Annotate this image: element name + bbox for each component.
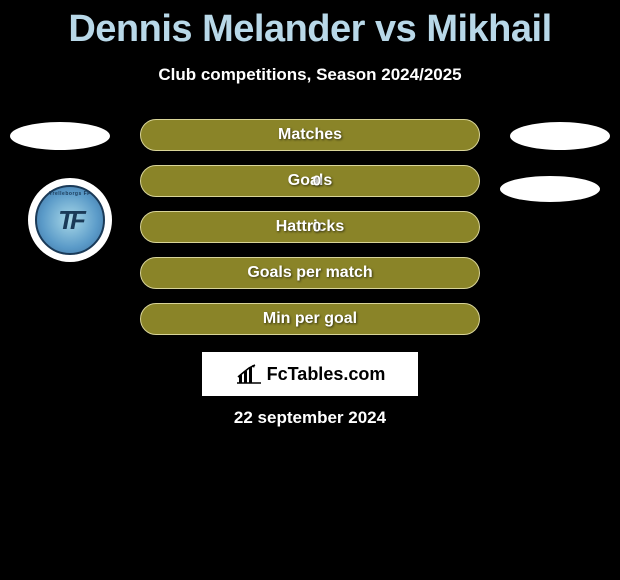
stat-bar: Goals per match: [140, 257, 480, 289]
stat-row-goals: Goals 0: [0, 165, 620, 199]
stats-list: Matches Goals 0 Hattricks 0 Goals per ma…: [0, 119, 620, 337]
stat-row-matches: Matches: [0, 119, 620, 153]
stat-value-right: 0: [313, 219, 321, 236]
watermark: FcTables.com: [202, 352, 418, 396]
stat-label: Min per goal: [263, 310, 357, 328]
stat-value-right: 0: [313, 173, 321, 190]
stat-bar: Min per goal: [140, 303, 480, 335]
date-text: 22 september 2024: [0, 408, 620, 428]
watermark-text: FcTables.com: [267, 364, 386, 385]
stat-label: Hattricks: [276, 218, 344, 236]
stat-bar: Hattricks 0: [140, 211, 480, 243]
stat-label: Goals per match: [247, 264, 372, 282]
stat-row-min-per-goal: Min per goal: [0, 303, 620, 337]
stat-bar: Matches: [140, 119, 480, 151]
chart-icon: [235, 363, 263, 385]
stat-label: Matches: [278, 126, 342, 144]
stat-row-hattricks: Hattricks 0: [0, 211, 620, 245]
subtitle: Club competitions, Season 2024/2025: [0, 65, 620, 85]
stat-bar: Goals 0: [140, 165, 480, 197]
stat-row-goals-per-match: Goals per match: [0, 257, 620, 291]
comparison-card: Dennis Melander vs Mikhail Club competit…: [0, 0, 620, 580]
stat-label: Goals: [288, 172, 332, 190]
page-title: Dennis Melander vs Mikhail: [0, 0, 620, 51]
